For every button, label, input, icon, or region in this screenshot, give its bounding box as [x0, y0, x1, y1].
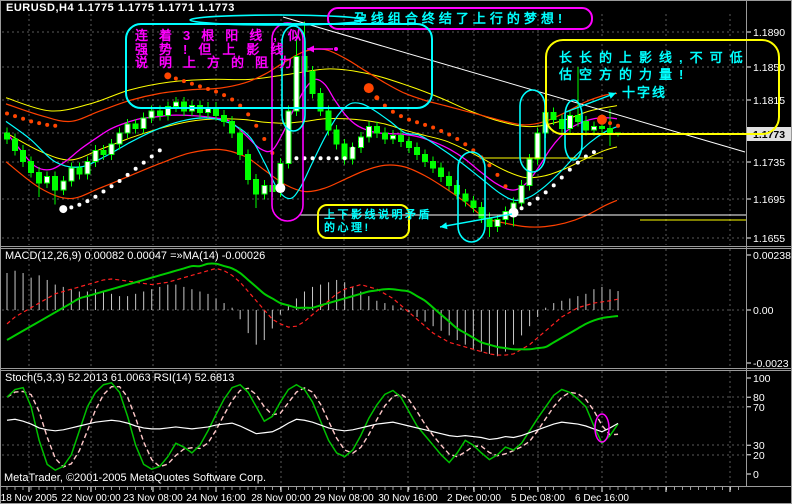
svg-text:0: 0 [753, 469, 759, 481]
copyright-text: MetaTrader, ©2001-2005 MetaQuotes Softwa… [4, 472, 267, 484]
svg-text:24 Nov 16:00: 24 Nov 16:00 [186, 493, 246, 504]
annotation-contradiction-box[interactable]: 上下影线说明矛盾 的心理! [317, 204, 430, 239]
svg-text:30 Nov 16:00: 30 Nov 16:00 [378, 493, 438, 504]
svg-text:18 Nov 2005: 18 Nov 2005 [1, 493, 58, 504]
svg-text:70: 70 [753, 402, 765, 414]
svg-text:1.1655: 1.1655 [753, 233, 785, 245]
svg-text:0.00: 0.00 [753, 305, 774, 317]
svg-text:1.1695: 1.1695 [753, 194, 785, 206]
svg-text:1.1773: 1.1773 [753, 129, 785, 141]
svg-text:5 Dec 08:00: 5 Dec 08:00 [511, 493, 565, 504]
svg-text:80: 80 [753, 392, 765, 404]
svg-text:1.1735: 1.1735 [753, 157, 785, 169]
svg-text:100: 100 [753, 373, 771, 385]
svg-text:1.1815: 1.1815 [753, 95, 785, 107]
svg-text:-0.0023: -0.0023 [753, 358, 789, 370]
svg-text:2 Dec 00:00: 2 Dec 00:00 [447, 493, 501, 504]
chart-quote-title: EURUSD,H4 1.1775 1.1775 1.1771 1.1773 [6, 2, 235, 14]
svg-text:30: 30 [753, 440, 765, 452]
svg-text:29 Nov 08:00: 29 Nov 08:00 [314, 493, 374, 504]
svg-text:6 Dec 16:00: 6 Dec 16:00 [575, 493, 629, 504]
svg-text:23 Nov 08:00: 23 Nov 08:00 [123, 493, 183, 504]
annotation-cross-line-label[interactable]: 十字线 [622, 85, 668, 100]
macd-indicator-label: MACD(12,26,9) 0.00082 0.00047 =»MA(14) -… [5, 250, 266, 262]
stoch-rsi-indicator-label: Stoch(5,3,3) 52.2013 61.0063 RSI(14) 52.… [5, 372, 235, 384]
svg-text:28 Nov 00:00: 28 Nov 00:00 [251, 493, 311, 504]
annotation-long-shadow-box[interactable]: 长长的上影线,不可低 估空方的力量! [545, 39, 780, 135]
svg-text:1.1890: 1.1890 [753, 27, 785, 39]
svg-text:22 Nov 00:00: 22 Nov 00:00 [61, 493, 121, 504]
annotation-three-bulls-box[interactable]: 连着3根阳线,似 强势!但上影线 说明上方的阻力 [125, 23, 433, 109]
svg-text:0.00238: 0.00238 [753, 250, 791, 262]
svg-text:20: 20 [753, 450, 765, 462]
svg-text:1.1850: 1.1850 [753, 62, 785, 74]
annotation-harami-box[interactable]: 孕线组合终结了上行的梦想! [327, 7, 593, 30]
